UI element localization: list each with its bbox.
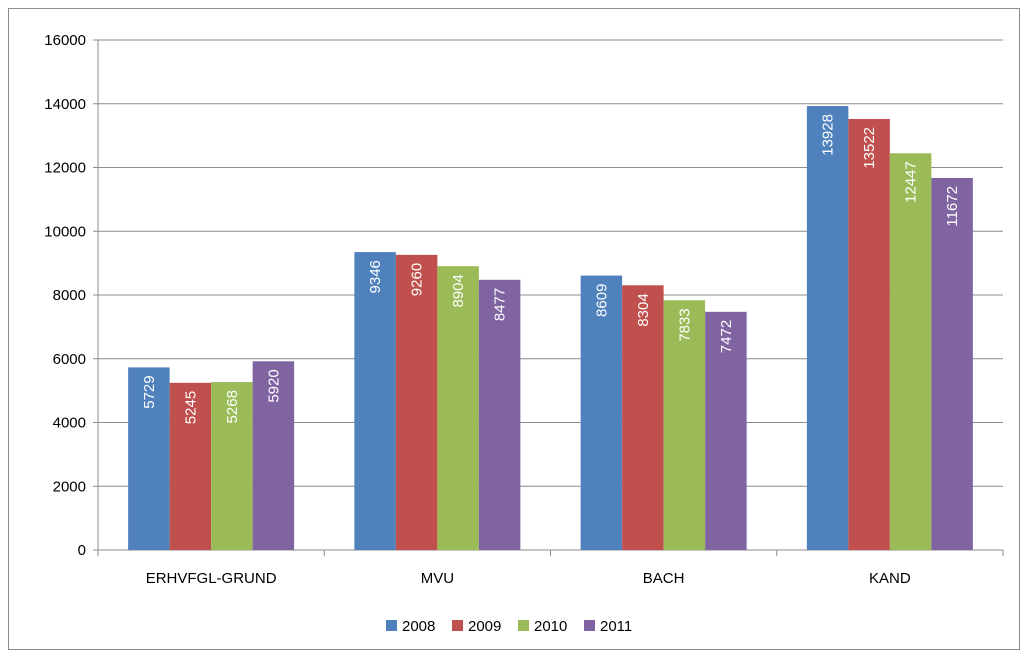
y-tick-label: 0 (78, 542, 86, 559)
data-label: 7472 (718, 320, 735, 353)
x-tick-label: MVU (421, 570, 454, 587)
y-tick-label: 6000 (53, 351, 86, 368)
bar (211, 382, 253, 550)
legend-label: 2010 (534, 618, 567, 635)
bar (128, 367, 170, 550)
legend-swatch (584, 620, 595, 631)
legend-swatch (452, 620, 463, 631)
x-tick-label: BACH (643, 570, 685, 587)
bar (622, 285, 664, 550)
y-tick-label: 8000 (53, 287, 86, 304)
bar (252, 361, 295, 550)
data-label: 8609 (593, 284, 610, 317)
bar (437, 266, 479, 550)
data-label: 13522 (861, 127, 878, 169)
bar (931, 177, 973, 550)
y-tick-label: 16000 (44, 32, 86, 49)
legend-label: 2008 (402, 618, 435, 635)
legend-label: 2011 (600, 618, 632, 635)
y-tick-label: 10000 (44, 223, 86, 240)
data-label: 9346 (367, 260, 384, 293)
bar (478, 279, 521, 550)
y-tick-label: 4000 (53, 415, 86, 432)
data-label: 5245 (182, 391, 199, 424)
data-label: 11672 (944, 186, 961, 227)
x-tick-label: ERHVFGL-GRUND (146, 570, 277, 587)
legend-swatch (386, 620, 397, 631)
bar (169, 382, 212, 550)
data-label: 5729 (141, 375, 158, 408)
x-tick-label: KAND (869, 570, 911, 587)
data-label: 8304 (635, 293, 652, 326)
bar (663, 300, 706, 550)
y-tick-label: 2000 (53, 478, 86, 495)
data-label: 8477 (492, 288, 509, 321)
y-tick-label: 12000 (44, 160, 86, 177)
legend-swatch (518, 620, 529, 631)
bar (580, 275, 623, 550)
bar (705, 311, 747, 550)
bar (889, 153, 932, 550)
data-label: 13928 (820, 114, 837, 156)
data-label: 7833 (676, 308, 693, 341)
data-label: 5920 (265, 369, 282, 402)
data-label: 12447 (903, 161, 920, 203)
legend-label: 2009 (468, 618, 501, 635)
data-label: 8904 (450, 274, 467, 307)
bar (806, 106, 849, 551)
bar (395, 254, 438, 550)
y-tick-label: 14000 (44, 96, 86, 113)
data-label: 9260 (409, 263, 426, 296)
bar (848, 118, 890, 550)
data-label: 5268 (224, 390, 241, 423)
bar (354, 252, 396, 550)
